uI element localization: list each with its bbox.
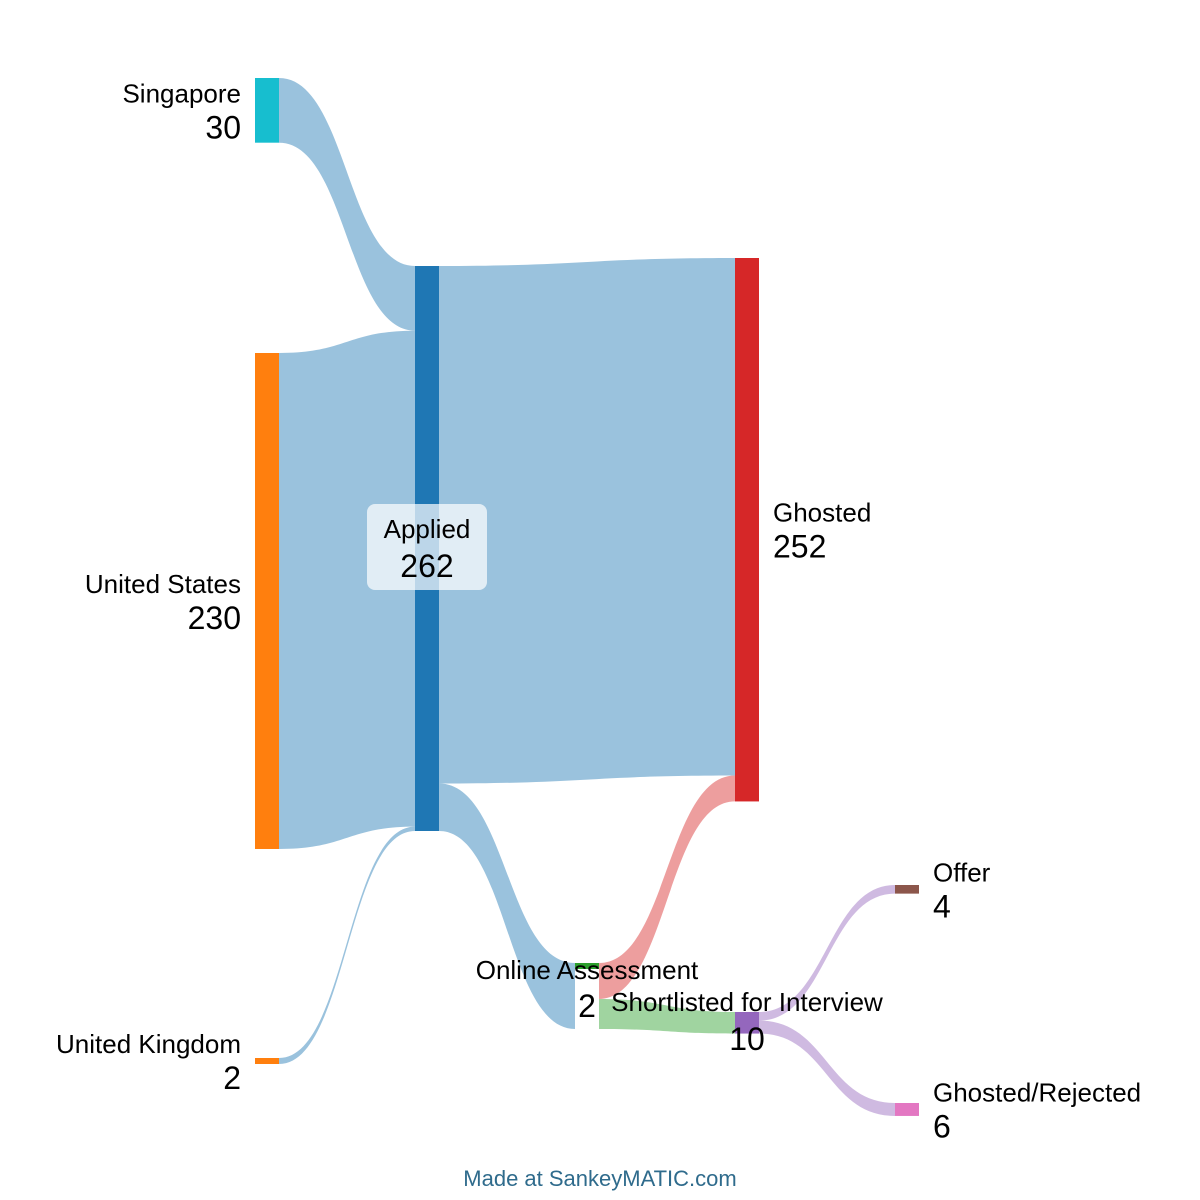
node-value-united-kingdom: 2 (223, 1060, 241, 1096)
node-online-assessment (575, 963, 599, 969)
node-label-united-kingdom: United Kingdom (56, 1029, 241, 1059)
node-label-online-assessment: Online Assessment (476, 955, 699, 985)
node-shortlisted-for-interview (735, 1012, 759, 1034)
node-label-ghosted-rejected: Ghosted/Rejected (933, 1077, 1141, 1107)
node-value-offer: 4 (933, 888, 951, 924)
node-label-ghosted: Ghosted (773, 498, 871, 528)
node-value-applied: 262 (400, 548, 453, 584)
node-united-kingdom (255, 1058, 279, 1064)
node-label-united-states: United States (85, 569, 241, 599)
node-bars (255, 78, 919, 1116)
applied-label-background (367, 504, 487, 590)
node-ghosted (735, 258, 759, 802)
link-shortlisted-for-interview-to-offer (759, 885, 895, 1021)
node-label-applied: Applied (384, 514, 471, 544)
node-value-ghosted: 252 (773, 529, 826, 565)
link-shortlisted-for-interview-to-ghosted-rejected (759, 1020, 895, 1116)
node-value-ghosted-rejected: 6 (933, 1108, 951, 1144)
node-value-shortlisted-for-interview: 10 (729, 1021, 765, 1057)
node-label-offer: Offer (933, 857, 991, 887)
node-value-singapore: 30 (205, 109, 241, 145)
node-value-united-states: 230 (188, 600, 241, 636)
node-label-singapore: Singapore (122, 78, 241, 108)
node-ghosted-rejected (895, 1103, 919, 1116)
link-online-assessment-to-ghosted (599, 775, 735, 999)
node-singapore (255, 78, 279, 143)
node-value-online-assessment: 2 (578, 988, 596, 1024)
link-united-kingdom-to-applied (279, 826, 415, 1064)
link-singapore-to-applied (279, 78, 415, 331)
node-offer (895, 885, 919, 894)
node-united-states (255, 353, 279, 849)
sankeymatic-credit[interactable]: Made at SankeyMATIC.com (463, 1166, 737, 1191)
link-united-states-to-applied (279, 330, 415, 849)
node-label-shortlisted-for-interview: Shortlisted for Interview (611, 987, 883, 1017)
flow-links (279, 78, 895, 1116)
link-applied-to-ghosted (439, 258, 735, 784)
link-online-assessment-to-shortlisted-for-interview (599, 999, 735, 1034)
link-applied-to-online-assessment (439, 783, 575, 1029)
